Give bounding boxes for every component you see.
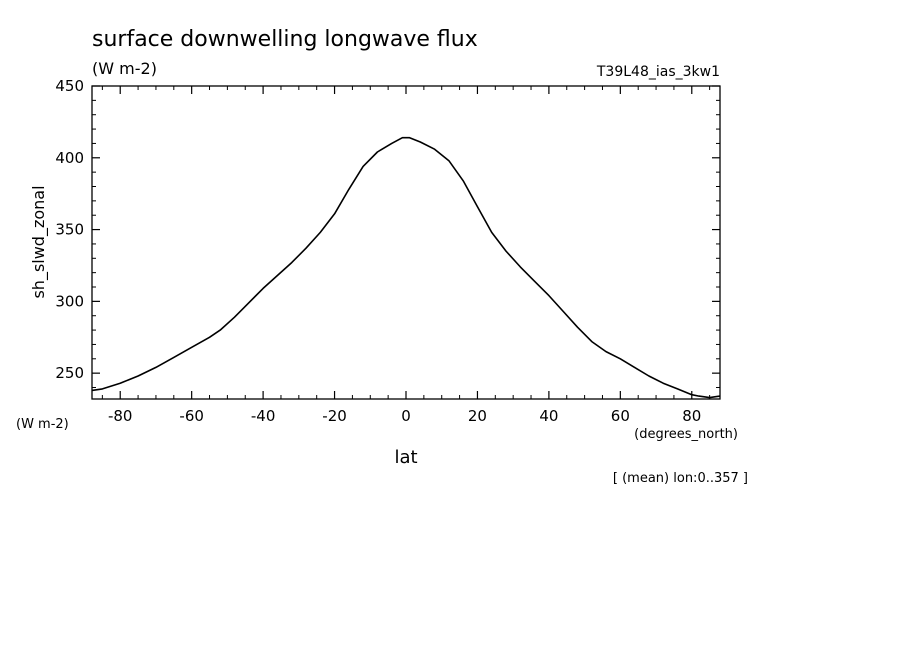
y-tick-label: 300 — [55, 292, 84, 310]
x-axis-tick-labels: -80 -60 -40 -20 0 20 40 60 80 — [108, 407, 701, 425]
dataset-label: T39L48_ias_3kw1 — [596, 64, 720, 80]
chart-title: surface downwelling longwave flux — [92, 27, 478, 52]
y-tick-label: 250 — [55, 364, 84, 382]
x-tick-label: 80 — [682, 407, 701, 425]
x-tick-label: -80 — [108, 407, 133, 425]
x-tick-label: 20 — [468, 407, 487, 425]
x-tick-label: -40 — [251, 407, 276, 425]
x-axis-label: lat — [394, 447, 417, 468]
title-units: (W m-2) — [92, 59, 157, 78]
y-tick-label: 400 — [55, 149, 84, 167]
y-axis-units: (W m-2) — [16, 417, 69, 432]
plot-frame — [91, 85, 721, 400]
y-axis-tick-labels: 250 300 350 400 450 — [55, 77, 84, 382]
y-tick-label: 450 — [55, 77, 84, 95]
y-tick-label: 350 — [55, 221, 84, 239]
x-tick-label: -60 — [179, 407, 204, 425]
x-tick-label: 60 — [611, 407, 630, 425]
x-tick-label: 40 — [539, 407, 558, 425]
x-tick-label: 0 — [401, 407, 411, 425]
series-line — [91, 136, 721, 399]
x-tick-label: -20 — [322, 407, 347, 425]
y-axis-ticks — [92, 85, 720, 389]
footnote: [ (mean) lon:0..357 ] — [613, 471, 748, 486]
x-axis-ticks — [101, 86, 711, 399]
y-axis-label: sh_slwd_zonal — [29, 185, 49, 298]
x-axis-units: (degrees_north) — [634, 427, 738, 442]
